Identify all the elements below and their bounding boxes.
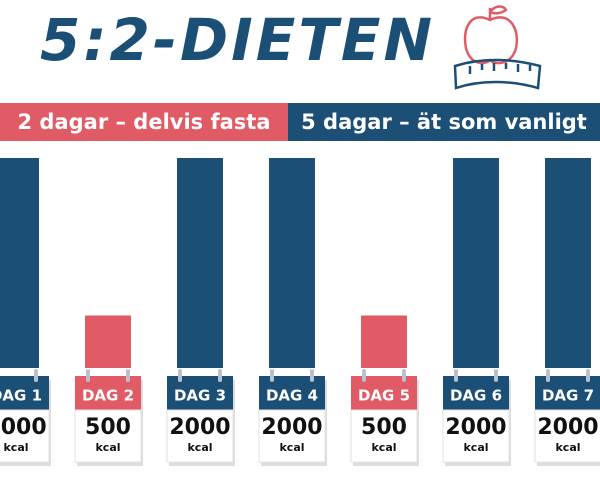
legend-swatch bbox=[288, 103, 600, 141]
card-body bbox=[534, 409, 600, 463]
card-header bbox=[535, 376, 600, 410]
bar bbox=[269, 158, 315, 368]
value-label: 2000 bbox=[537, 415, 598, 440]
unit-label: kcal bbox=[555, 441, 580, 454]
x-tick-label: DAG 7 bbox=[542, 387, 594, 405]
card-body bbox=[442, 409, 510, 463]
card-ring bbox=[454, 369, 458, 382]
card-header bbox=[351, 376, 417, 410]
unit-label: kcal bbox=[187, 441, 212, 454]
card-body bbox=[166, 409, 234, 463]
unit-label: kcal bbox=[95, 441, 120, 454]
bar bbox=[177, 158, 223, 368]
card-ring bbox=[310, 369, 314, 382]
unit-label: kcal bbox=[371, 441, 396, 454]
x-tick-label: DAG 6 bbox=[450, 387, 502, 405]
x-tick-label: DAG 3 bbox=[174, 387, 226, 405]
card-body bbox=[0, 409, 50, 463]
card-body bbox=[74, 409, 142, 463]
card-ring bbox=[218, 369, 222, 382]
bar bbox=[453, 158, 499, 368]
bar bbox=[85, 315, 131, 368]
x-tick-label: DAG 5 bbox=[358, 387, 410, 405]
card-ring bbox=[34, 369, 38, 382]
card-ring bbox=[546, 369, 550, 382]
unit-label: kcal bbox=[3, 441, 28, 454]
card-ring bbox=[86, 369, 90, 382]
card-header bbox=[167, 376, 233, 410]
card-ring bbox=[586, 369, 590, 382]
value-label: 500 bbox=[361, 415, 407, 440]
unit-label: kcal bbox=[463, 441, 488, 454]
chart-title: 5:2-DIETEN bbox=[40, 6, 435, 74]
x-tick-label: DAG 4 bbox=[266, 387, 318, 405]
legend-label: 2 dagar – delvis fasta bbox=[18, 110, 271, 134]
card-ring bbox=[270, 369, 274, 382]
unit-label: kcal bbox=[279, 441, 304, 454]
bar bbox=[545, 158, 591, 368]
card-ring bbox=[178, 369, 182, 382]
value-label: 2000 bbox=[0, 415, 47, 440]
x-tick-label: DAG 2 bbox=[82, 387, 134, 405]
card-ring bbox=[126, 369, 130, 382]
value-label: 2000 bbox=[261, 415, 322, 440]
value-label: 500 bbox=[85, 415, 131, 440]
card-header bbox=[75, 376, 141, 410]
card-header bbox=[443, 376, 509, 410]
card-ring bbox=[362, 369, 366, 382]
value-label: 2000 bbox=[169, 415, 230, 440]
card-ring bbox=[494, 369, 498, 382]
card-ring bbox=[402, 369, 406, 382]
card-body bbox=[258, 409, 326, 463]
bar bbox=[0, 158, 39, 368]
legend-label: 5 dagar – ät som vanligt bbox=[301, 110, 587, 134]
value-label: 2000 bbox=[445, 415, 506, 440]
apple-icon bbox=[453, 5, 542, 90]
bar bbox=[361, 315, 407, 368]
card-header bbox=[259, 376, 325, 410]
x-tick-label: DAG 1 bbox=[0, 387, 42, 405]
card-header bbox=[0, 376, 49, 410]
legend-swatch bbox=[0, 103, 288, 141]
card-body bbox=[350, 409, 418, 463]
